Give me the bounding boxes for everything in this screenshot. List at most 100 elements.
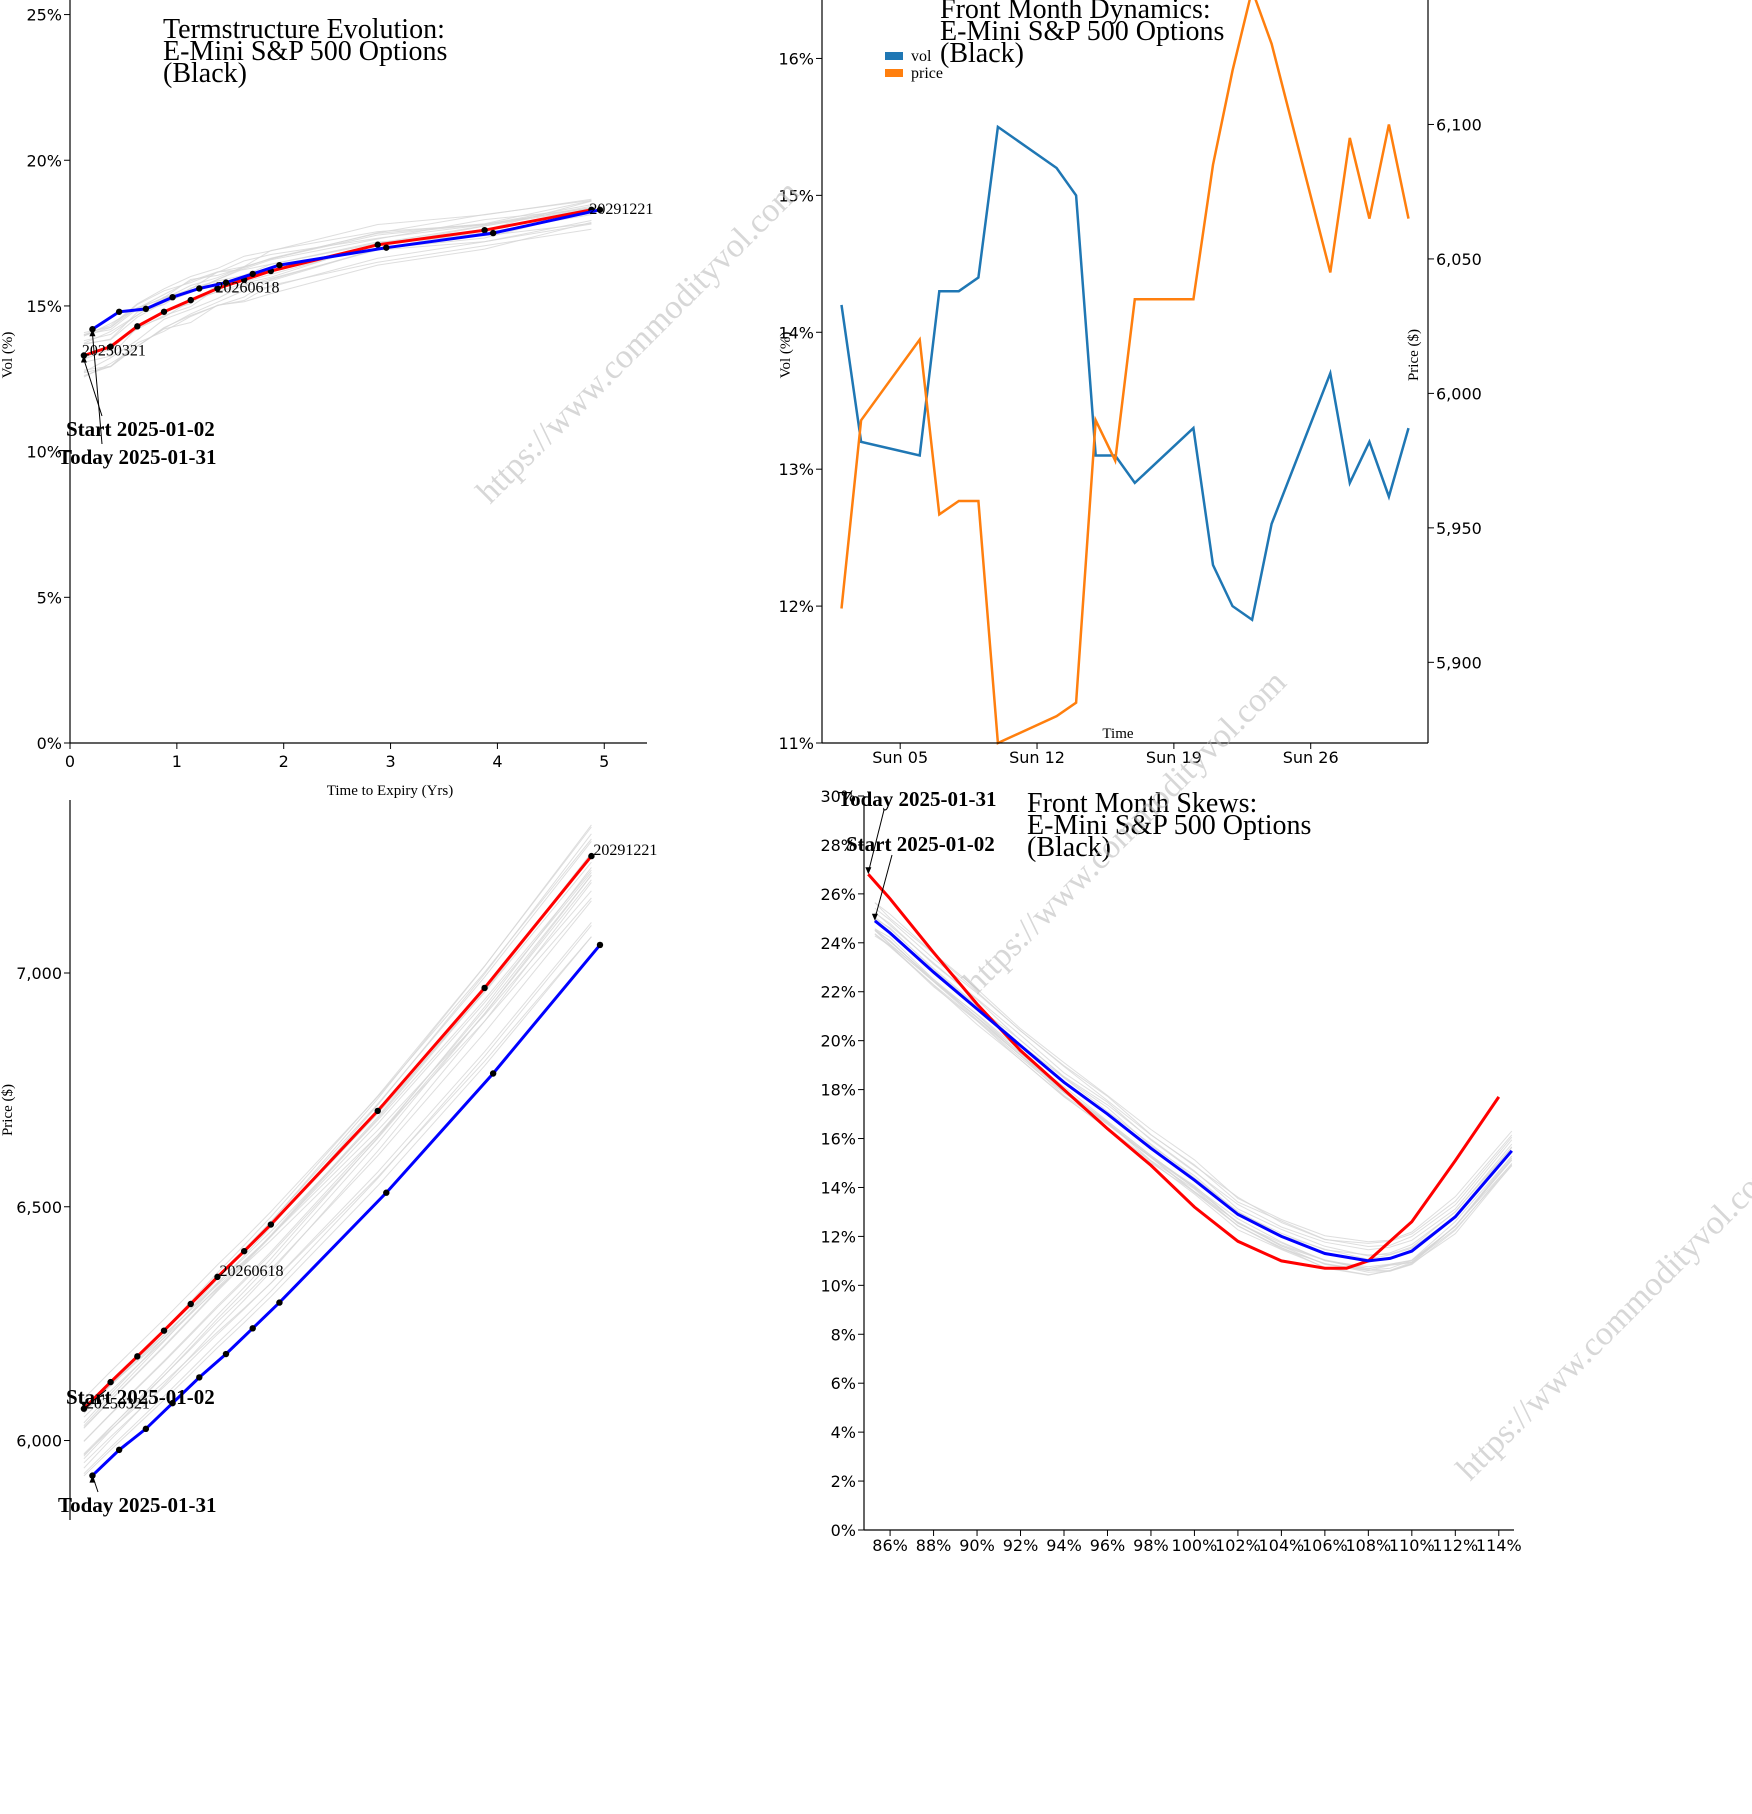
history-curve <box>874 902 1513 1243</box>
data-point <box>222 279 230 286</box>
data-point <box>142 1425 150 1433</box>
x-tick-label: 102% <box>1215 1536 1261 1555</box>
history-curve <box>83 199 592 344</box>
history-curve <box>874 929 1513 1270</box>
history-curve <box>83 826 592 1414</box>
annotation-arrowhead <box>89 329 96 337</box>
y-tick-label: 24% <box>820 934 856 953</box>
x-tick-label: 100% <box>1172 1536 1218 1555</box>
watermark: https://www.commodityvol.com <box>1449 1151 1752 1488</box>
history-curve <box>83 867 592 1457</box>
series-start <box>80 206 595 359</box>
y-right-tick-label: 6,050 <box>1436 250 1482 269</box>
y-tick-label: 25% <box>26 6 62 25</box>
y-tick-label: 7,000 <box>16 964 62 983</box>
data-point <box>115 1446 123 1454</box>
y-tick-label: 2% <box>831 1472 856 1491</box>
data-point <box>169 1399 176 1407</box>
y-tick-label: 14% <box>820 1178 856 1197</box>
x-tick-label: 4 <box>492 752 502 771</box>
y-tick-label: 8% <box>831 1325 856 1344</box>
series-line <box>83 208 592 357</box>
y-axis-label: Vol (%) <box>778 332 794 379</box>
data-point <box>187 296 194 304</box>
x-tick-label: 114% <box>1476 1536 1522 1555</box>
chart-title-line: Front Month Skews: <box>1027 788 1257 819</box>
x-axis-label: Time <box>1102 726 1133 742</box>
x-tick-label: 98% <box>1133 1536 1169 1555</box>
skews-chart: 86% 88% 90% 92% 94% 96% 98% 100%102%104%106%108… <box>820 787 1521 1555</box>
data-point <box>374 241 381 248</box>
y-tick-label: 16% <box>820 1130 856 1149</box>
y-right-tick-label: 5,900 <box>1436 653 1482 672</box>
x-tick-label: 5 <box>599 752 609 771</box>
y-tick-label: 5% <box>37 588 62 607</box>
x-tick-label: 0 <box>65 752 75 771</box>
history-curves <box>83 824 592 1477</box>
data-point <box>249 1325 256 1332</box>
annotation-label: Today 2025-01-31 <box>58 1493 217 1517</box>
annotation-label: Today 2025-01-31 <box>838 787 997 811</box>
expiry-label: 20291221 <box>593 842 657 859</box>
data-point <box>160 1327 168 1334</box>
data-point <box>383 244 390 251</box>
data-point <box>481 226 488 234</box>
y-tick-label: 6% <box>831 1374 856 1393</box>
history-curve <box>83 212 592 345</box>
history-curve <box>83 936 592 1477</box>
data-point <box>276 1299 283 1306</box>
legend-label: price <box>911 65 943 82</box>
data-point <box>107 1378 114 1386</box>
annotation-arrowhead <box>89 1475 96 1483</box>
front-month-chart: Sun 05 Sun 12 Sun 19 Sun 26 11% 12% 13% 14% 15% 1… <box>778 0 1482 767</box>
chart-title-line: (Black) <box>940 38 1024 69</box>
y-tick-label: 10% <box>820 1276 856 1295</box>
history-curve <box>874 907 1513 1248</box>
data-point <box>134 1353 141 1360</box>
legend-swatch <box>885 69 903 77</box>
data-point <box>489 229 497 237</box>
x-tick-label: Sun 12 <box>1009 748 1065 767</box>
y-tick-label: 12% <box>778 597 814 616</box>
chart-title-line: Termstructure Evolution: <box>163 14 445 45</box>
series-today-line <box>873 919 1513 1263</box>
history-curve <box>83 925 592 1475</box>
series-today <box>89 941 604 1479</box>
y-tick-label: 28% <box>820 836 856 855</box>
data-point <box>187 1300 194 1308</box>
x-tick-label: 96% <box>1090 1536 1126 1555</box>
chart-title-line: E-Mini S&P 500 Options <box>163 36 447 67</box>
annotation-arrowhead <box>80 1401 87 1409</box>
annotation-label: Start 2025-01-02 <box>66 417 215 441</box>
y-tick-label: 20% <box>26 151 62 170</box>
history-curve <box>83 922 592 1464</box>
history-curve <box>83 874 592 1442</box>
y-tick-label: 6,000 <box>16 1432 62 1451</box>
x-tick-label: 108% <box>1345 1536 1391 1555</box>
data-point <box>134 323 141 330</box>
y-tick-label: 18% <box>820 1081 856 1100</box>
history-curve <box>874 930 1513 1273</box>
x-tick-label: 112% <box>1432 1536 1478 1555</box>
x-tick-label: 1 <box>172 752 182 771</box>
chart-title-line: E-Mini S&P 500 Options <box>1027 810 1311 841</box>
data-point <box>596 206 604 213</box>
annotation-label: Start 2025-01-02 <box>846 832 995 856</box>
data-point <box>267 1221 275 1228</box>
data-point <box>80 352 88 359</box>
annotation-label: Today 2025-01-31 <box>58 445 217 469</box>
data-point <box>596 941 604 949</box>
history-curves <box>874 902 1513 1276</box>
history-curve <box>83 897 592 1410</box>
termstructure-chart: 0 1 2 3 4 5 0% 5% 10% 15% 20% 25% Time to Expiry (Yr… <box>0 0 653 799</box>
series-start-line <box>867 873 1501 1270</box>
y-tick-label: 26% <box>820 885 856 904</box>
x-tick-label: 104% <box>1259 1536 1305 1555</box>
x-tick-label: Sun 05 <box>872 748 928 767</box>
chart-title-line: Front Month Dynamics: <box>940 0 1211 25</box>
data-point <box>169 294 176 301</box>
annotation-arrow <box>867 809 885 873</box>
x-tick-label: 3 <box>385 752 395 771</box>
history-curve <box>83 204 592 337</box>
